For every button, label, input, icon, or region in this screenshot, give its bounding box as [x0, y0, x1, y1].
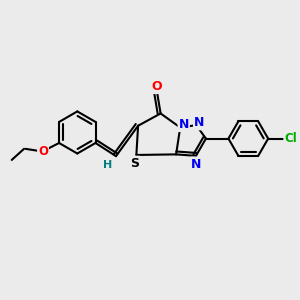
- Text: N: N: [191, 158, 202, 170]
- Text: Cl: Cl: [284, 132, 297, 145]
- Text: N: N: [178, 118, 189, 131]
- Text: O: O: [152, 80, 162, 93]
- Text: N: N: [194, 116, 204, 129]
- Text: O: O: [38, 145, 48, 158]
- Text: H: H: [103, 160, 112, 170]
- Text: S: S: [130, 157, 140, 170]
